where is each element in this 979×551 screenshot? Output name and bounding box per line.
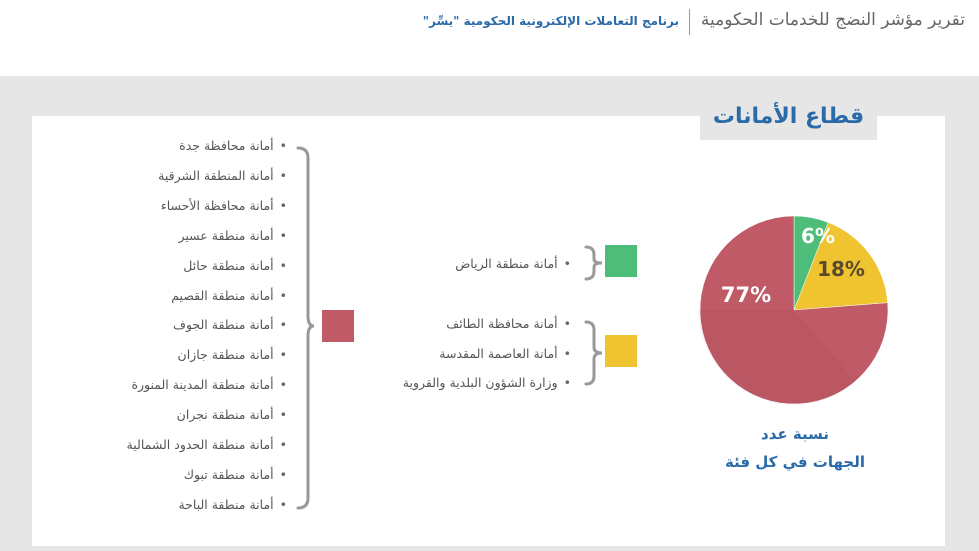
yellow-item-label: أمانة محافظة الطائف <box>446 316 558 331</box>
bullet-icon: • <box>279 437 287 452</box>
bullet-icon: • <box>279 167 287 183</box>
bullet-icon: • <box>279 287 287 303</box>
red-item-label: أمانة منطقة نجران <box>176 407 274 423</box>
red-list-item: • أمانة منطقة الحدود الشمالية <box>127 437 287 452</box>
sector-title: قطاع الأمانات <box>700 96 877 140</box>
pie-chart: 6% 18% 77% <box>698 214 890 410</box>
red-list-item: • أمانة محافظة الأحساء <box>161 198 287 213</box>
program-subtitle: برنامج التعاملات الإلكترونية الحكومية "ي… <box>422 14 679 28</box>
red-list-item: • أمانة منطقة جازان <box>178 347 287 362</box>
bullet-icon: • <box>279 317 287 333</box>
red-item-label: أمانة منطقة جازان <box>177 347 274 363</box>
pie-data-label: 18% <box>817 257 865 281</box>
pie-data-label: 77% <box>721 283 771 307</box>
bullet-icon: • <box>279 377 287 393</box>
yellow-list-item: • أمانة محافظة الطائف <box>446 316 571 331</box>
red-item-label: أمانة المنطقة الشرقية <box>158 167 274 183</box>
bullet-icon: • <box>563 345 571 361</box>
header-divider <box>689 9 690 35</box>
green-category-square <box>605 245 637 277</box>
pie-svg: 6% 18% 77% <box>699 215 889 405</box>
red-item-label: أمانة محافظة جدة <box>179 138 274 153</box>
red-item-label: أمانة منطقة حائل <box>183 257 274 273</box>
bullet-icon: • <box>563 256 571 271</box>
red-item-label: أمانة منطقة تبوك <box>183 466 274 482</box>
red-category-square <box>322 310 354 342</box>
red-list-item: • أمانة منطقة عسير <box>178 228 287 243</box>
red-item-label: أمانة منطقة القصيم <box>171 287 274 303</box>
bullet-icon: • <box>279 496 287 512</box>
red-list-item: • أمانة المنطقة الشرقية <box>158 168 287 183</box>
red-item-label: أمانة منطقة المدينة المنورة <box>131 377 274 393</box>
yellow-group-brace <box>584 320 603 386</box>
green-item-label: أمانة منطقة الرياض <box>455 256 558 271</box>
bullet-icon: • <box>279 227 287 243</box>
bullet-icon: • <box>563 375 571 390</box>
report-title: تقرير مؤشر النضج للخدمات الحكومية <box>700 10 965 30</box>
bullet-icon: • <box>279 197 287 213</box>
bullet-icon: • <box>279 407 287 423</box>
report-header: تقرير مؤشر النضج للخدمات الحكومية برنامج… <box>0 0 979 76</box>
red-item-label: أمانة منطقة الباحة <box>178 496 274 512</box>
red-list-item: • أمانة محافظة جدة <box>179 138 287 153</box>
red-list-item: • أمانة منطقة المدينة المنورة <box>131 377 287 392</box>
red-item-label: أمانة محافظة الأحساء <box>160 197 274 213</box>
bullet-icon: • <box>279 138 287 153</box>
pie-slice <box>793 222 888 311</box>
red-list-item: • أمانة منطقة الباحة <box>178 497 287 512</box>
bullet-icon: • <box>279 257 287 273</box>
yellow-list-item: • أمانة العاصمة المقدسة <box>439 346 571 361</box>
pie-data-label: 6% <box>801 224 835 248</box>
pie-slice <box>699 215 889 405</box>
yellow-category-square <box>605 335 637 367</box>
yellow-list-item: • وزارة الشؤون البلدية والقروية <box>403 375 571 390</box>
bullet-icon: • <box>563 316 571 331</box>
red-group-brace <box>296 146 315 510</box>
red-list-item: • أمانة منطقة تبوك <box>184 467 287 482</box>
red-item-label: أمانة منطقة الحدود الشمالية <box>126 437 274 452</box>
pie-caption-line1: نسبة عدد <box>761 425 829 443</box>
red-list-item: • أمانة منطقة حائل <box>183 258 287 273</box>
bullet-icon: • <box>279 466 287 482</box>
yellow-item-label: وزارة الشؤون البلدية والقروية <box>402 375 558 390</box>
bullet-icon: • <box>279 347 287 363</box>
pie-caption: نسبة عدد الجهات في كل فئة <box>710 420 880 476</box>
red-item-label: أمانة منطقة الجوف <box>173 317 274 333</box>
red-list-item: • أمانة منطقة الجوف <box>173 317 287 332</box>
green-list-item: • أمانة منطقة الرياض <box>455 256 571 271</box>
red-item-label: أمانة منطقة عسير <box>178 227 274 243</box>
pie-caption-line2: الجهات في كل فئة <box>724 453 865 471</box>
red-list-item: • أمانة منطقة نجران <box>177 407 287 422</box>
yellow-item-label: أمانة العاصمة المقدسة <box>439 345 558 361</box>
red-list-item: • أمانة منطقة القصيم <box>171 288 287 303</box>
green-group-brace <box>584 245 603 281</box>
